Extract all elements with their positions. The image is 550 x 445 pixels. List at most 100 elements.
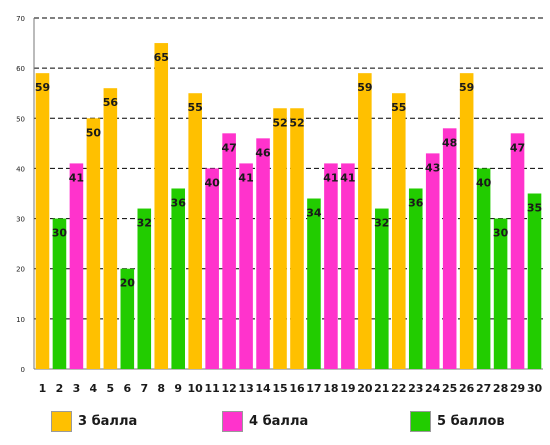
x-tick-label: 30 — [527, 382, 543, 395]
y-tick-label: 40 — [16, 165, 25, 173]
legend-item-3: 3 балла — [51, 409, 137, 433]
y-tick-label: 50 — [16, 115, 25, 123]
legend-swatch-3 — [51, 410, 72, 432]
bar — [408, 188, 423, 369]
legend-item-4: 4 балла — [222, 409, 308, 433]
data-label: 52 — [289, 116, 304, 129]
data-label: 34 — [306, 207, 322, 220]
legend-label-4: 4 балла — [249, 413, 309, 429]
x-tick-label: 16 — [289, 382, 305, 395]
bar — [52, 218, 67, 369]
bar — [273, 108, 287, 369]
data-label: 32 — [374, 217, 389, 230]
x-tick-label: 8 — [157, 382, 165, 395]
data-label: 40 — [204, 176, 220, 189]
x-tick-label: 7 — [140, 382, 148, 395]
bar — [527, 193, 542, 369]
x-tick-label: 17 — [306, 382, 321, 395]
bar — [425, 153, 440, 369]
x-tick-label: 6 — [123, 382, 131, 395]
data-label: 59 — [35, 81, 50, 94]
data-label: 56 — [103, 96, 119, 109]
x-tick-label: 23 — [408, 382, 423, 395]
x-tick-label: 13 — [238, 382, 253, 395]
bar — [86, 118, 101, 370]
data-label: 65 — [154, 51, 169, 64]
bar — [391, 93, 406, 369]
x-tick-label: 20 — [357, 382, 373, 395]
legend-item-5: 5 баллов — [410, 409, 505, 433]
y-tick-label: 70 — [16, 15, 25, 23]
data-label: 20 — [120, 277, 136, 290]
bar — [137, 208, 152, 369]
x-tick-label: 14 — [255, 382, 271, 395]
y-tick-label: 10 — [16, 316, 25, 324]
bar — [442, 128, 457, 369]
bar — [188, 93, 202, 369]
bar — [324, 163, 338, 369]
x-tick-label: 18 — [323, 382, 338, 395]
data-label: 46 — [255, 146, 271, 159]
data-label: 59 — [459, 81, 474, 94]
x-tick-label: 9 — [174, 382, 182, 395]
legend-swatch-4 — [222, 410, 243, 432]
data-label: 52 — [272, 116, 287, 129]
bar — [510, 133, 525, 369]
data-label: 55 — [188, 101, 203, 114]
data-label: 41 — [238, 171, 253, 184]
bar — [375, 208, 389, 369]
bar — [256, 138, 270, 369]
data-label: 48 — [442, 136, 457, 149]
x-tick-label: 27 — [476, 382, 491, 395]
y-tick-label: 0 — [21, 366, 25, 374]
bar — [222, 133, 236, 369]
bar — [154, 43, 169, 369]
x-tick-label: 4 — [90, 382, 98, 395]
x-tick-label: 5 — [107, 382, 115, 395]
x-tick-label: 19 — [340, 382, 355, 395]
bar — [476, 168, 491, 369]
x-tick-label: 12 — [221, 382, 236, 395]
x-tick-label: 29 — [510, 382, 525, 395]
x-tick-label: 2 — [56, 382, 64, 395]
data-label: 47 — [510, 141, 525, 154]
bar — [120, 268, 135, 369]
x-tick-label: 3 — [73, 382, 81, 395]
data-label: 55 — [391, 101, 406, 114]
bar — [171, 188, 186, 369]
x-tick-label: 26 — [459, 382, 475, 395]
data-label: 43 — [425, 161, 440, 174]
x-tick-label: 25 — [442, 382, 457, 395]
x-tick-label: 24 — [425, 382, 441, 395]
bar — [493, 218, 508, 369]
y-tick-label: 60 — [16, 65, 25, 73]
x-tick-label: 10 — [188, 382, 204, 395]
data-label: 50 — [86, 126, 102, 139]
x-tick-label: 1 — [39, 382, 47, 395]
x-tick-label: 11 — [204, 382, 219, 395]
data-label: 36 — [171, 196, 187, 209]
y-tick-label: 20 — [16, 266, 25, 274]
y-tick-label: 30 — [16, 216, 25, 224]
bar — [459, 73, 474, 370]
data-label: 41 — [323, 171, 338, 184]
data-label: 30 — [52, 227, 68, 240]
bar — [307, 198, 321, 369]
x-tick-label: 21 — [374, 382, 389, 395]
data-label: 35 — [527, 202, 542, 215]
legend-label-5: 5 баллов — [437, 413, 505, 429]
legend-swatch-5 — [410, 410, 431, 432]
data-label: 32 — [137, 217, 152, 230]
x-tick-label: 28 — [493, 382, 508, 395]
x-tick-label: 15 — [272, 382, 287, 395]
bar — [290, 108, 304, 369]
data-label: 36 — [408, 196, 424, 209]
data-label: 30 — [493, 227, 509, 240]
x-tick-label: 22 — [391, 382, 406, 395]
data-label: 40 — [476, 176, 492, 189]
data-label: 47 — [221, 141, 236, 154]
bar — [35, 73, 50, 370]
legend-label-3: 3 балла — [78, 413, 138, 429]
bar — [103, 88, 118, 369]
